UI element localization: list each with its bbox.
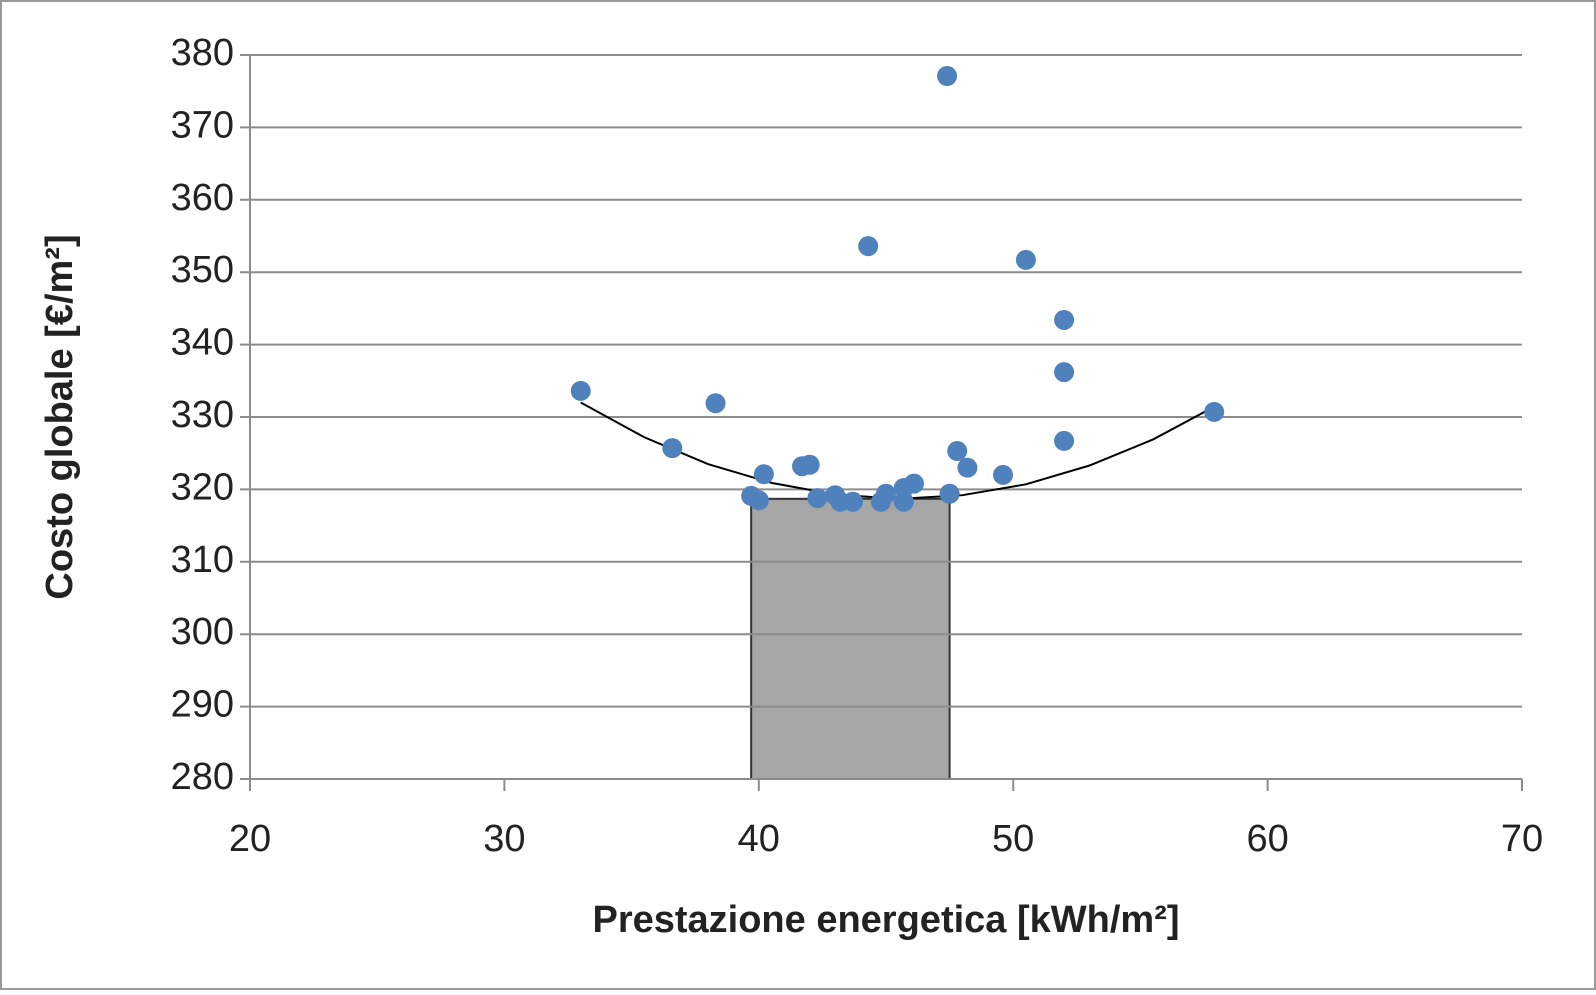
point — [1054, 362, 1075, 383]
y-tick-label: 370 — [171, 104, 234, 146]
y-tick-label: 320 — [171, 466, 234, 508]
point — [748, 490, 769, 511]
point — [876, 483, 896, 504]
point — [1054, 309, 1075, 330]
y-axis-label: Costo globale [€/m²] — [39, 234, 81, 599]
point — [1054, 430, 1075, 451]
point — [1204, 401, 1225, 422]
x-tick-label: 60 — [1246, 818, 1288, 860]
x-axis-label: Prestazione energetica [kWh/m²] — [592, 899, 1179, 941]
point — [893, 491, 914, 512]
x-tick-label: 40 — [738, 818, 780, 860]
point — [947, 441, 968, 462]
y-tick-label: 380 — [171, 32, 234, 74]
point — [799, 454, 820, 475]
y-tick-label: 300 — [171, 611, 234, 653]
point — [937, 65, 958, 86]
point — [939, 483, 960, 504]
y-tick-label: 340 — [171, 322, 234, 364]
y-tick-label: 350 — [171, 249, 234, 291]
point — [1015, 249, 1036, 270]
point — [662, 438, 683, 459]
point — [807, 488, 828, 509]
y-tick-label: 360 — [171, 177, 234, 219]
y-tick-label: 290 — [171, 684, 234, 726]
point — [753, 464, 774, 485]
point — [993, 464, 1014, 485]
point — [957, 457, 978, 478]
x-tick-label: 20 — [229, 818, 271, 860]
x-tick-label: 30 — [483, 818, 525, 860]
point — [570, 380, 591, 401]
x-tick-label: 50 — [992, 818, 1034, 860]
point — [903, 473, 924, 494]
optimal-region — [750, 497, 951, 780]
y-tick-label: 330 — [171, 394, 234, 436]
x-tick-label: 70 — [1501, 818, 1543, 860]
point — [858, 236, 879, 257]
y-tick-label: 280 — [171, 756, 234, 798]
point — [842, 491, 863, 512]
point — [705, 393, 726, 414]
y-tick-label: 310 — [171, 539, 234, 581]
